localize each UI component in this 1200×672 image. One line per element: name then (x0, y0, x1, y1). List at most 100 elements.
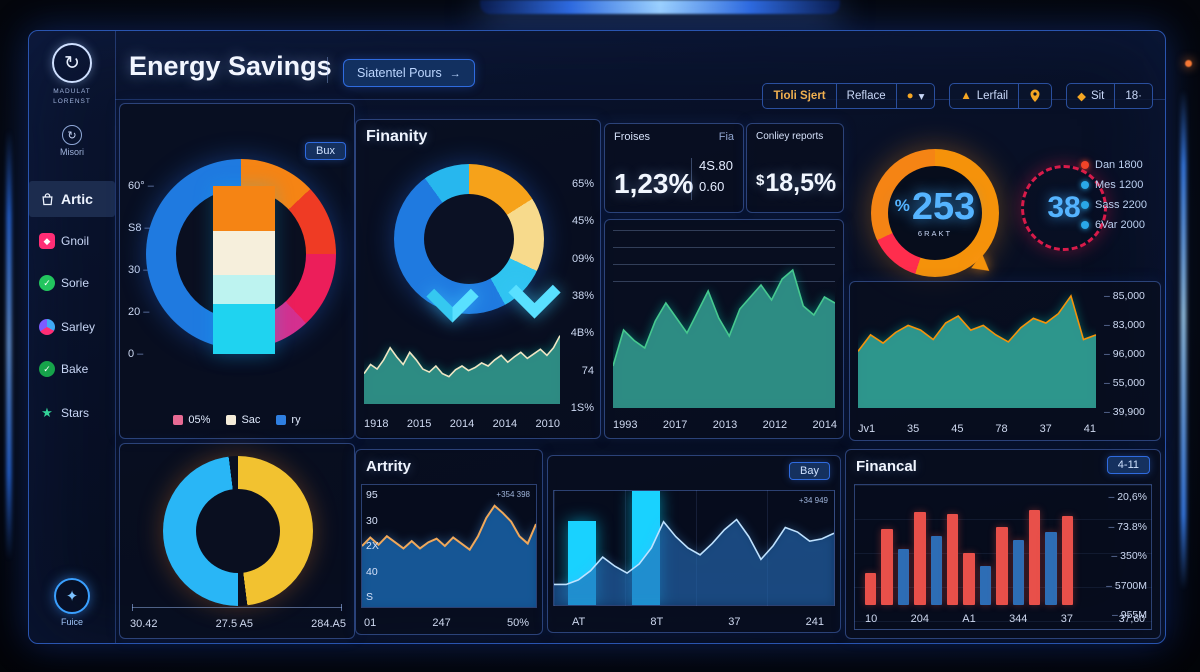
corner-label: 37,60 (1118, 613, 1145, 625)
bar (897, 548, 910, 605)
bar-series (554, 491, 834, 605)
legend-dot (1081, 161, 1089, 169)
dashboard-window: ↻ Madulat Lorenst ↻ Misori Artic ◆ Gnoil (28, 30, 1166, 644)
sidebar-item-gnoil[interactable]: ◆ Gnoil (29, 223, 115, 259)
bar (1012, 540, 1024, 605)
legend-swatch (173, 415, 184, 425)
stat-box-conliey: Conliey reports $18,5% (746, 123, 844, 213)
app-logo[interactable]: ↻ Madulat Lorenst (29, 43, 115, 107)
x-axis-labels: AT 8T 37 241 (572, 616, 824, 628)
bar (1061, 516, 1074, 605)
x-axis-labels: 30.42 27.5 A5 284.A5 (130, 618, 346, 630)
sidebar-item-bake[interactable]: ✓ Bake (29, 351, 115, 387)
stacked-bar (213, 186, 275, 354)
sarley-icon (39, 319, 55, 335)
stat-value: $18,5% (756, 169, 837, 197)
bar (979, 566, 992, 605)
bar-series (865, 497, 1074, 605)
sit-button[interactable]: ◆ Sit (1067, 84, 1116, 108)
bar (946, 514, 959, 605)
arrow-right-icon: → (449, 68, 461, 80)
stat-value: 1,23% (614, 168, 694, 199)
bar (914, 512, 926, 605)
location-pin-button[interactable] (1019, 84, 1051, 108)
donut-chart (394, 164, 544, 314)
logo-icon: ↻ (52, 43, 92, 83)
sidebar-item-label: Gnoil (61, 234, 90, 248)
legend-dot (1081, 181, 1089, 189)
bezel-right-glow (1181, 90, 1186, 590)
sidebar-item-label: Sorie (61, 276, 90, 290)
line-chart: +354 398 95 30 2X 40 S (361, 484, 537, 608)
header-action-button[interactable]: Siatentel Pours → (343, 59, 475, 87)
sidebar-item-stars[interactable]: ★ Stars (29, 395, 115, 431)
logo-caption: Madulat Lorenst (53, 88, 91, 105)
legend-swatch (226, 415, 237, 425)
bar (963, 553, 975, 605)
gauge-38: 38 (1021, 165, 1107, 251)
bar (930, 535, 942, 605)
sidebar-item-artic[interactable]: Artic (29, 181, 115, 217)
sidebar: ↻ Madulat Lorenst ↻ Misori Artic ◆ Gnoil (29, 31, 116, 643)
y-axis-labels: 60°S8 3020 0 (128, 180, 154, 360)
sidebar-item-fuice[interactable]: ✦ Fuice (29, 578, 115, 627)
counter-button[interactable]: 18· (1125, 90, 1142, 102)
bar (1045, 531, 1057, 605)
x-axis-labels: 1918 2015 2014 2014 2010 (364, 418, 560, 430)
percentage-labels: 65% 45% 09% 38% 4B% 74 1S% (570, 178, 594, 414)
stat-label: Froises (614, 131, 651, 143)
x-axis-labels: 10 204 A1 344 37 (865, 613, 1073, 625)
legend-swatch (276, 415, 287, 425)
profile-dropdown[interactable]: ● ▾ (897, 84, 935, 108)
refresh-icon: ↻ (62, 125, 82, 145)
area-chart (364, 328, 560, 404)
area-chart (858, 290, 1096, 408)
currency-symbol: $ (756, 172, 765, 189)
gridlines (613, 230, 835, 296)
panel-finanity: Finanity 65% 45% 09% 38% 4B% 74 1S% 1918 201… (355, 119, 601, 439)
y-axis-labels: 85,00083,000 96,00055,000 39,900 (1104, 290, 1145, 418)
sidebar-item-sarley[interactable]: Sarley (29, 309, 115, 345)
range-badge[interactable]: 4-11 (1106, 456, 1150, 474)
x-axis-labels: 01 247 50% (364, 617, 529, 629)
y-axis-labels: 95 30 2X 40 S (366, 489, 379, 603)
legend: Dan 1800 Mes 1200 Sass 2200 6Var 2000 (1081, 159, 1147, 231)
stat-aux-values: 4S.80 0.60 (699, 158, 733, 194)
tioli-sjert-button[interactable]: Tioli Sjert (763, 84, 837, 108)
stat-divider (691, 158, 692, 200)
legend-dot (1081, 221, 1089, 229)
sidebar-item-label: Misori (60, 147, 84, 157)
lerfail-button[interactable]: ▲ Lerfail (950, 84, 1020, 108)
bay-badge[interactable]: Bay (789, 462, 830, 480)
gauge-caption: 6RAKT (917, 229, 953, 238)
fuice-icon: ✦ (54, 578, 90, 614)
panel-title: Finanity (366, 128, 428, 145)
gauge-value: 38 (1047, 191, 1081, 224)
bar (996, 527, 1008, 605)
bux-badge[interactable]: Bux (305, 142, 346, 160)
sidebar-item-label: Artic (61, 191, 93, 207)
sidebar-item-sorie[interactable]: ✓ Sorie (29, 265, 115, 301)
page-title: Energy Savings (129, 51, 332, 81)
stack-segment (213, 303, 275, 354)
stat-box-froises: Froises Fia 1,23% 4S.80 0.60 (604, 123, 744, 213)
sidebar-item-label: Sarley (61, 320, 96, 334)
gnoil-icon: ◆ (39, 233, 55, 249)
area-chart (613, 258, 835, 408)
sidebar-footer-label: Fuice (60, 617, 83, 627)
bar (1028, 509, 1041, 605)
x-axis-labels: Jv1 35 45 78 37 41 (858, 423, 1096, 435)
bezel-top-light (480, 0, 840, 14)
y-axis-labels: 20,6%73.8% 350%5700M 955M (1106, 491, 1147, 621)
bezel-indicator-light (1185, 60, 1192, 67)
panel-trend-chart: 1993 2017 2013 2012 2014 (604, 219, 844, 439)
reflace-button[interactable]: Reflace (837, 84, 897, 108)
circle-icon: ● (906, 90, 914, 102)
chart-annotation: +354 398 (496, 490, 530, 499)
mountain-icon: ▲ (960, 90, 972, 102)
sidebar-item-misori[interactable]: ↻ Misori (29, 117, 115, 165)
bake-icon: ✓ (39, 361, 55, 377)
stars-icon: ★ (41, 405, 53, 420)
toolbar-group-location: ▲ Lerfail (949, 83, 1053, 109)
